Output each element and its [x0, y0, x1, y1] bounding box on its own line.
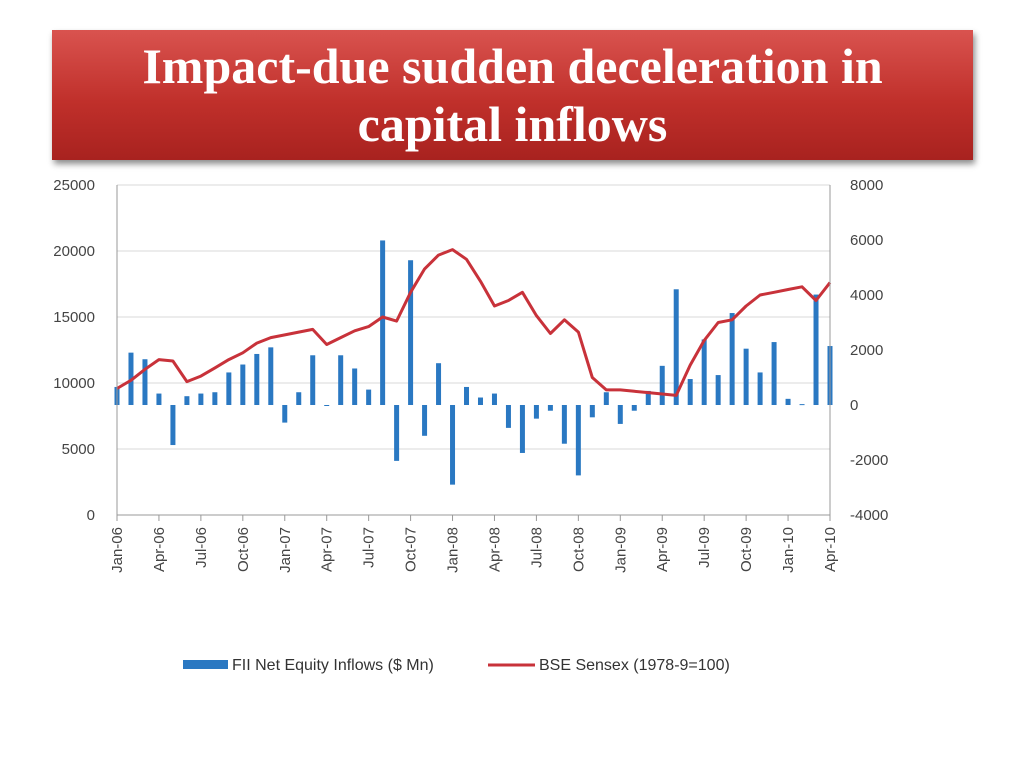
- x-tick-label: Oct-08: [570, 527, 587, 572]
- right-axis-tick-label: 6000: [850, 232, 883, 249]
- x-tick-label: Apr-09: [654, 527, 671, 572]
- bar: [519, 405, 525, 453]
- x-tick-label: Apr-06: [151, 527, 168, 572]
- bar: [687, 379, 693, 405]
- legend-label: BSE Sensex (1978-9=100): [539, 657, 730, 674]
- bar: [505, 405, 511, 428]
- bar-series: [114, 240, 833, 485]
- bar: [533, 405, 539, 419]
- bar: [296, 392, 302, 405]
- bar: [268, 347, 274, 405]
- right-axis-tick-label: 2000: [850, 342, 883, 359]
- bar: [184, 396, 190, 405]
- bar: [561, 405, 567, 444]
- x-tick-label: Jan-07: [277, 527, 294, 573]
- bar: [799, 404, 805, 406]
- bar: [785, 398, 791, 405]
- right-axis-tick-label: 4000: [850, 287, 883, 304]
- bar: [673, 289, 679, 405]
- bar: [422, 405, 428, 436]
- bar: [450, 405, 456, 485]
- x-tick-label: Oct-07: [403, 527, 420, 572]
- bar: [142, 359, 148, 405]
- bar: [226, 372, 232, 405]
- bar: [352, 368, 358, 405]
- bar: [464, 386, 470, 405]
- bar: [408, 260, 414, 405]
- x-tick-label: Jan-10: [780, 527, 797, 573]
- bar: [645, 390, 651, 405]
- x-tick-label: Jul-09: [696, 527, 713, 568]
- bar: [254, 353, 260, 405]
- x-tick-label: Jan-09: [612, 527, 629, 573]
- right-axis-tick-label: 8000: [850, 177, 883, 194]
- bar: [743, 348, 749, 405]
- bar: [603, 392, 609, 405]
- left-axis-tick-label: 0: [87, 507, 95, 524]
- legend-label: FII Net Equity Inflows ($ Mn): [232, 657, 434, 674]
- bar: [240, 364, 246, 405]
- bar: [589, 405, 595, 418]
- bar: [729, 313, 735, 405]
- left-axis-tick-label: 15000: [53, 309, 95, 326]
- bar: [701, 339, 707, 405]
- x-tick-label: Apr-10: [822, 527, 839, 572]
- x-tick-label: Apr-07: [319, 527, 336, 572]
- bar: [477, 397, 483, 405]
- bar: [757, 372, 763, 405]
- x-tick-label: Jul-07: [361, 527, 378, 568]
- bar: [617, 405, 623, 424]
- x-tick-label: Jul-08: [528, 527, 545, 568]
- bar: [631, 405, 637, 411]
- bar: [282, 405, 288, 423]
- bar: [212, 392, 218, 405]
- x-tick-label: Oct-09: [738, 527, 755, 572]
- bar: [813, 294, 819, 405]
- sensex-line: [116, 248, 832, 397]
- x-tick-label: Oct-06: [235, 527, 252, 572]
- left-axis-tick-label: 20000: [53, 243, 95, 260]
- bar: [198, 393, 204, 405]
- bar: [366, 389, 372, 405]
- legend: FII Net Equity Inflows ($ Mn) BSE Sensex …: [183, 657, 730, 674]
- page-title: Impact-due sudden deceleration in capita…: [142, 38, 883, 152]
- line-series: [116, 248, 832, 397]
- bar: [380, 240, 386, 405]
- x-tick-label: Jan-08: [445, 527, 462, 573]
- left-axis-tick-label: 25000: [53, 177, 95, 194]
- left-axis-tick-label: 10000: [53, 375, 95, 392]
- left-axis-tick-label: 5000: [62, 441, 95, 458]
- bar: [575, 405, 581, 476]
- bar: [170, 405, 176, 446]
- title-banner: Impact-due sudden deceleration in capita…: [52, 30, 973, 160]
- x-tick-label: Apr-08: [486, 527, 503, 572]
- bar: [338, 355, 344, 405]
- bar: [324, 405, 330, 406]
- gridlines: [117, 184, 830, 516]
- bar: [771, 342, 777, 405]
- bar: [547, 405, 553, 411]
- bar: [659, 365, 665, 405]
- axes: 0 5000 10000 15000 20000 25000 -4000 -2000 0 2000…: [53, 177, 888, 573]
- bar: [491, 393, 497, 405]
- x-tick-label: Jul-06: [193, 527, 210, 568]
- bar: [156, 393, 162, 405]
- bar: [394, 405, 400, 461]
- bar: [715, 375, 721, 405]
- right-axis-tick-label: -2000: [850, 452, 888, 469]
- legend-swatch-bars: [183, 660, 228, 669]
- x-tick-label: Jan-06: [109, 527, 126, 573]
- right-axis-tick-label: -4000: [850, 507, 888, 524]
- bar: [310, 355, 316, 405]
- right-axis-tick-label: 0: [850, 397, 858, 414]
- bar: [436, 363, 442, 405]
